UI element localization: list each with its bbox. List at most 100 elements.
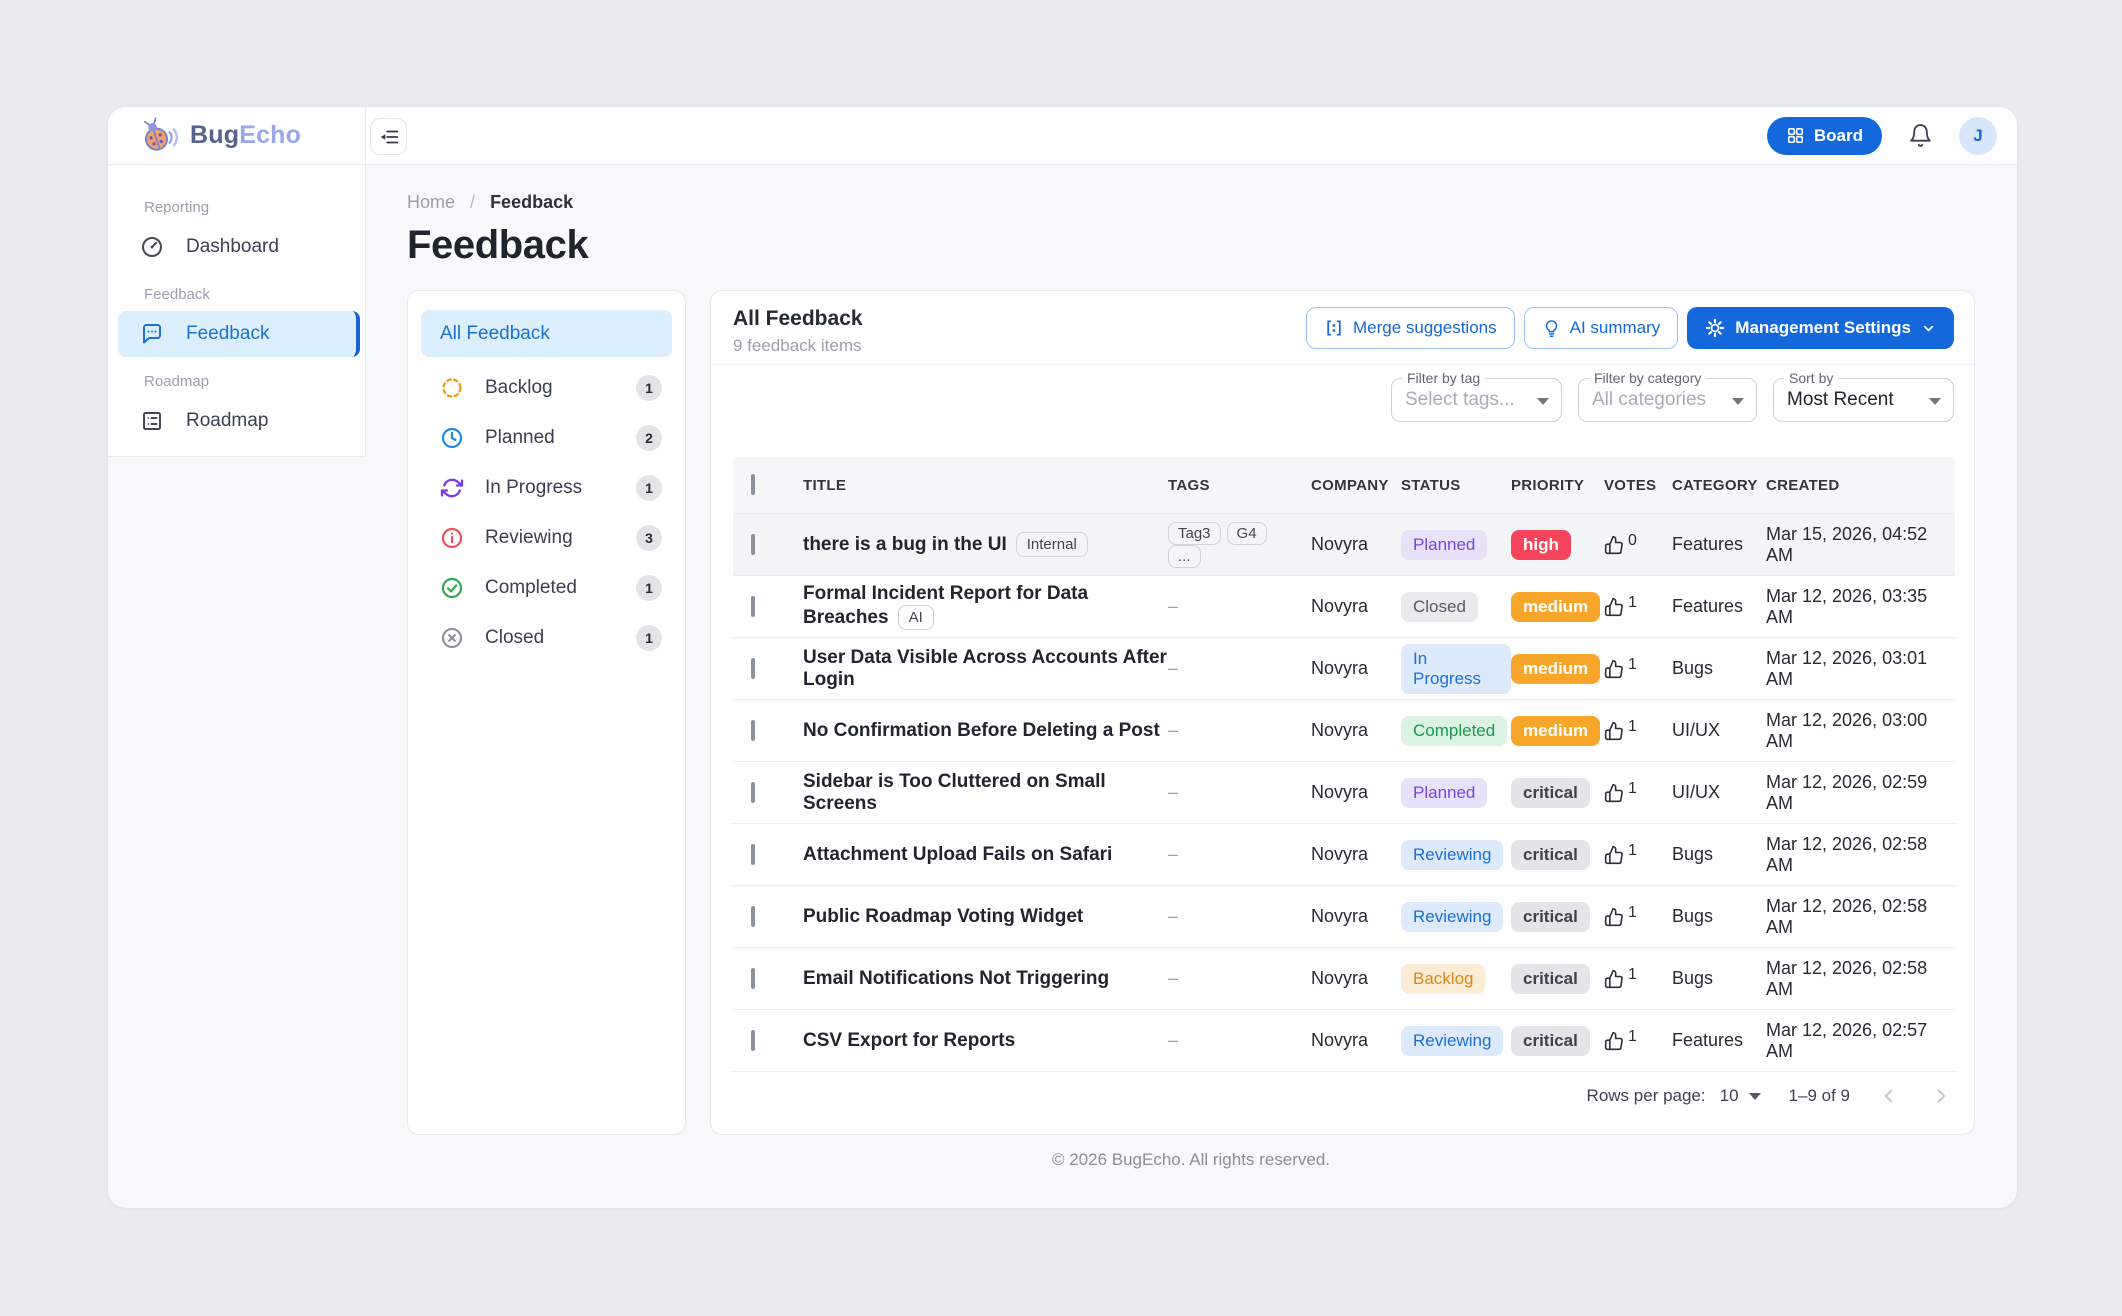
company-cell: Novyra (1311, 782, 1369, 802)
created-cell: Mar 12, 2026, 02:59 AM (1766, 771, 1928, 813)
status-badge: Reviewing (1401, 839, 1504, 870)
votes-cell[interactable]: 1 (1604, 656, 1672, 679)
collapse-sidebar-button[interactable] (370, 118, 407, 155)
table-row[interactable]: there is a bug in the UI Internal Tag3 G4..… (733, 514, 1955, 576)
status-count-badge: 1 (636, 625, 662, 651)
row-checkbox[interactable] (751, 967, 755, 989)
title-cell: User Data Visible Across Accounts After … (803, 647, 1168, 691)
sidebar-nav: Reporting Dashboard Feedback Feedback Roadma… (108, 165, 365, 444)
table-row[interactable]: Formal Incident Report for Data Breaches… (733, 576, 1955, 638)
breadcrumb-home-link[interactable]: Home (407, 192, 456, 212)
board-button[interactable]: Board (1766, 116, 1882, 155)
management-settings-button[interactable]: Management Settings (1687, 307, 1954, 349)
merge-suggestions-button[interactable]: Merge suggestions (1305, 307, 1515, 349)
status-filter-list: Backlog 1 Planned 2 In Progress 1 Reviewing 3 Co… (421, 363, 672, 663)
created-cell: Mar 12, 2026, 02:58 AM (1766, 833, 1928, 875)
user-avatar[interactable]: J (1959, 116, 1997, 155)
votes-cell[interactable]: 1 (1604, 1028, 1672, 1051)
status-count-badge: 1 (636, 375, 662, 401)
status-filter-reviewing[interactable]: Reviewing 3 (421, 513, 672, 563)
rows-per-page-select[interactable]: 10 (1720, 1086, 1761, 1106)
ai-summary-button[interactable]: AI summary (1523, 307, 1679, 349)
filter-by-category-select[interactable]: Filter by category All categories (1578, 370, 1757, 422)
table-row[interactable]: Email Notifications Not Triggering – Novyr… (733, 948, 1955, 1010)
pagination: Rows per page: 10 1–9 of 9 (711, 1072, 1974, 1120)
merge-suggestions-label: Merge suggestions (1352, 318, 1497, 337)
sort-by-select[interactable]: Sort by Most Recent (1773, 370, 1954, 422)
votes-cell[interactable]: 1 (1604, 842, 1672, 865)
select-all-checkbox[interactable] (751, 474, 755, 495)
sidebar-item-feedback[interactable]: Feedback (118, 311, 360, 357)
category-cell: UI/UX (1672, 720, 1721, 740)
topbar: Board J (108, 107, 2017, 165)
votes-cell[interactable]: 1 (1604, 718, 1672, 741)
table-header-row: TITLE TAGS COMPANY STATUS PRIORITY VOTES CATEG… (733, 457, 1955, 514)
tag-chip[interactable]: Tag3 (1168, 521, 1221, 545)
table-row[interactable]: Public Roadmap Voting Widget – Novyra Revie… (733, 886, 1955, 948)
status-filter-panel: All Feedback Backlog 1 Planned 2 In Progress… (407, 290, 686, 1135)
chevron-down-icon (1921, 321, 1936, 336)
feedback-title: User Data Visible Across Accounts After … (803, 646, 1167, 690)
sort-by-value: Most Recent (1787, 389, 1894, 410)
row-checkbox[interactable] (751, 719, 755, 741)
title-cell: Public Roadmap Voting Widget (803, 906, 1168, 928)
row-checkbox-cell (733, 595, 803, 617)
priority-badge: medium (1511, 653, 1601, 684)
status-filter-closed[interactable]: Closed 1 (421, 613, 672, 663)
sidebar-item-dashboard[interactable]: Dashboard (108, 224, 365, 270)
column-header-status: STATUS (1401, 476, 1461, 494)
votes-cell[interactable]: 1 (1604, 904, 1672, 927)
title-chip: Internal (1015, 532, 1088, 557)
votes-cell[interactable]: 1 (1604, 966, 1672, 989)
sidebar-item-roadmap[interactable]: Roadmap (108, 398, 365, 444)
tag-chip[interactable]: ... (1168, 544, 1201, 568)
row-checkbox[interactable] (751, 657, 755, 679)
filter-by-tag-select[interactable]: Filter by tag Select tags... (1391, 370, 1562, 422)
company-cell: Novyra (1311, 534, 1369, 554)
status-filter-label: Planned (485, 427, 555, 448)
reviewing-icon (440, 526, 464, 550)
status-badge: Backlog (1401, 963, 1486, 994)
company-cell: Novyra (1311, 596, 1369, 616)
caret-down-icon (1537, 398, 1549, 405)
category-cell: Features (1672, 596, 1744, 616)
tags-cell: – (1168, 968, 1311, 989)
sidebar-item-label: Roadmap (186, 410, 269, 431)
card-title: All Feedback (733, 307, 863, 330)
feedback-title: Formal Incident Report for Data Breaches (803, 583, 1089, 628)
priority-badge: critical (1511, 1025, 1590, 1056)
rows-per-page-value: 10 (1719, 1086, 1739, 1105)
status-filter-completed[interactable]: Completed 1 (421, 563, 672, 613)
row-checkbox[interactable] (751, 533, 755, 555)
feedback-icon (140, 322, 164, 346)
status-filter-backlog[interactable]: Backlog 1 (421, 363, 672, 413)
notifications-bell-button[interactable] (1908, 123, 1933, 148)
status-filter-all-feedback[interactable]: All Feedback (421, 310, 672, 357)
row-checkbox[interactable] (751, 905, 755, 927)
category-cell: Bugs (1672, 844, 1714, 864)
votes-cell[interactable]: 0 (1604, 532, 1672, 555)
table-row[interactable]: User Data Visible Across Accounts After … (733, 638, 1955, 700)
status-filter-planned[interactable]: Planned 2 (421, 413, 672, 463)
table-row[interactable]: Attachment Upload Fails on Safari – Novyra… (733, 824, 1955, 886)
table-row[interactable]: CSV Export for Reports – Novyra Reviewing cr… (733, 1010, 1955, 1072)
feedback-title: CSV Export for Reports (803, 1029, 1016, 1051)
next-page-button[interactable] (1930, 1085, 1952, 1107)
row-checkbox[interactable] (751, 1029, 755, 1051)
tag-chip[interactable]: G4 (1226, 521, 1267, 545)
row-checkbox[interactable] (751, 595, 755, 617)
row-checkbox[interactable] (751, 843, 755, 865)
created-cell: Mar 15, 2026, 04:52 AM (1766, 523, 1928, 565)
column-header-category: CATEGORY (1672, 476, 1758, 494)
votes-cell[interactable]: 1 (1604, 594, 1672, 617)
votes-cell[interactable]: 1 (1604, 780, 1672, 803)
table-row[interactable]: Sidebar is Too Cluttered on Small Screen… (733, 762, 1955, 824)
row-checkbox[interactable] (751, 781, 755, 803)
lightbulb-icon (1542, 319, 1561, 338)
card-subtitle: 9 feedback items (733, 336, 862, 355)
table-row[interactable]: No Confirmation Before Deleting a Post – N… (733, 700, 1955, 762)
previous-page-button[interactable] (1878, 1085, 1900, 1107)
priority-badge: critical (1511, 963, 1590, 994)
thumbs-up-icon (1604, 969, 1624, 989)
status-filter-in-progress[interactable]: In Progress 1 (421, 463, 672, 513)
